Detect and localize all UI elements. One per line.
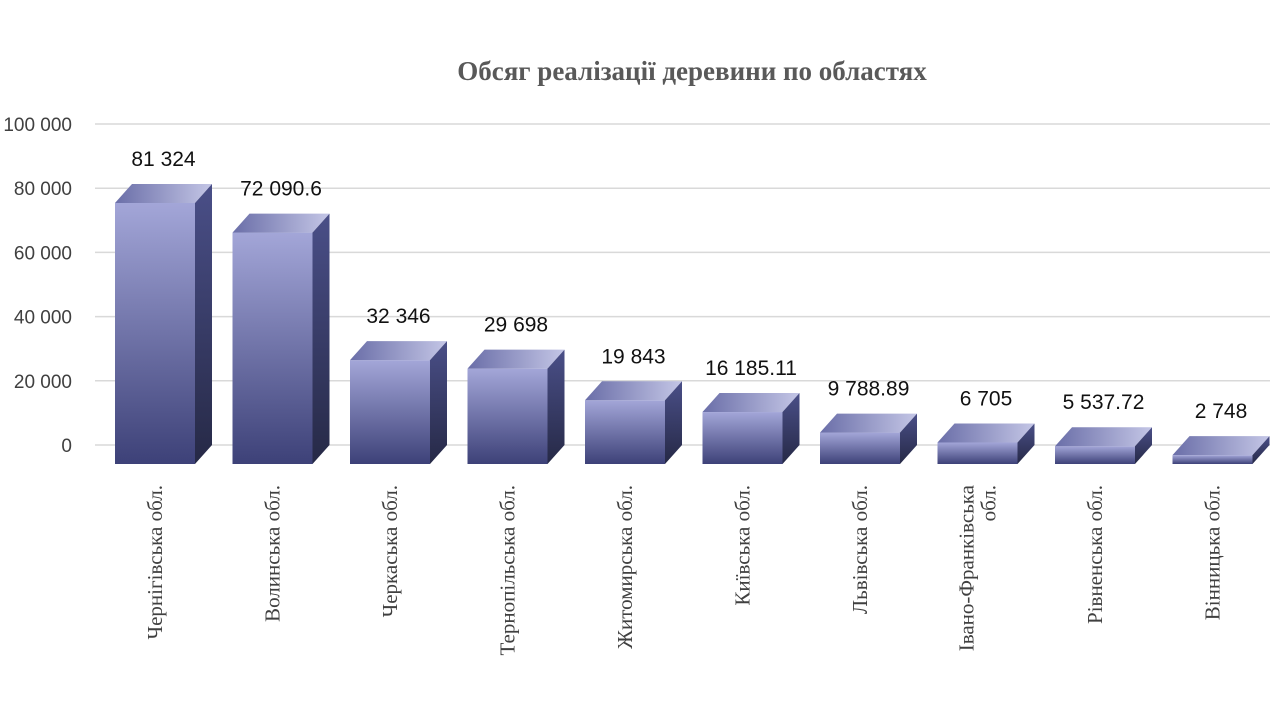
bar-front [232,232,313,464]
bar-top [232,213,330,233]
x-category-label: Житомирська обл. [613,485,637,649]
x-category-label: Чернігівська обл. [143,485,167,640]
y-tick-label: 20 000 [14,372,72,393]
data-label: 72 090.6 [240,178,322,201]
x-category-label: Київська обл. [731,485,755,606]
bar [1172,436,1270,464]
bar-side [195,183,212,465]
bar-side [1017,423,1035,464]
data-label: 6 705 [960,387,1013,410]
x-category-label: Івано-Франківськаобл. [955,484,1001,651]
bar [232,213,330,464]
bar-front [820,432,900,464]
bar [702,393,800,464]
bar-top [820,413,917,433]
bar-front [702,412,783,464]
bar [1055,427,1152,464]
x-category-label: Рівненська обл. [1083,485,1107,624]
bar-side [430,341,447,464]
x-category-label: Черкаська обл. [378,485,402,617]
bar-top [585,381,682,401]
bar [115,183,212,465]
bar-side [1135,427,1152,464]
data-label: 9 788.89 [828,378,910,401]
bar [820,413,917,464]
data-label: 5 537.72 [1063,391,1145,414]
chart-title: Обсяг реалізації деревини по областях [457,56,927,86]
bar-top [115,183,212,203]
bar-top [702,393,800,413]
bar-side [782,393,800,464]
y-tick-label: 0 [61,436,72,457]
bar [585,381,682,464]
bar-front [350,360,430,464]
bar-side [312,213,330,464]
y-tick-label: 100 000 [3,115,72,136]
bar [350,341,447,464]
bar [467,349,565,464]
bar-side [1252,436,1270,464]
data-label: 29 698 [484,314,548,337]
bar-top [1055,427,1152,447]
bar-top [350,341,447,361]
bar-front [1172,455,1253,464]
bar-front [585,400,665,464]
data-label: 16 185.11 [705,357,797,380]
x-category-label: Львівська обл. [848,485,872,614]
data-label: 19 843 [601,345,665,368]
x-category-label: Тернопільська обл. [496,485,520,655]
data-label: 32 346 [366,305,430,328]
x-category-label: Вінницька обл. [1201,485,1225,620]
bar-top [467,349,565,369]
y-tick-label: 40 000 [14,308,72,329]
x-category-label: Волинська обл. [261,485,285,622]
bar [937,423,1035,464]
bar-top [1172,436,1270,456]
bar-side [900,413,917,464]
bar-top [937,423,1035,443]
bar-side [665,381,682,464]
bar-side [547,349,565,464]
data-label: 2 748 [1195,400,1248,423]
bar-front [937,442,1018,464]
bar-front [467,368,548,464]
bar-front [1055,446,1135,464]
y-tick-label: 80 000 [14,179,72,200]
data-label: 81 324 [131,148,196,171]
y-tick-label: 60 000 [14,243,72,264]
bar-front [115,202,195,465]
